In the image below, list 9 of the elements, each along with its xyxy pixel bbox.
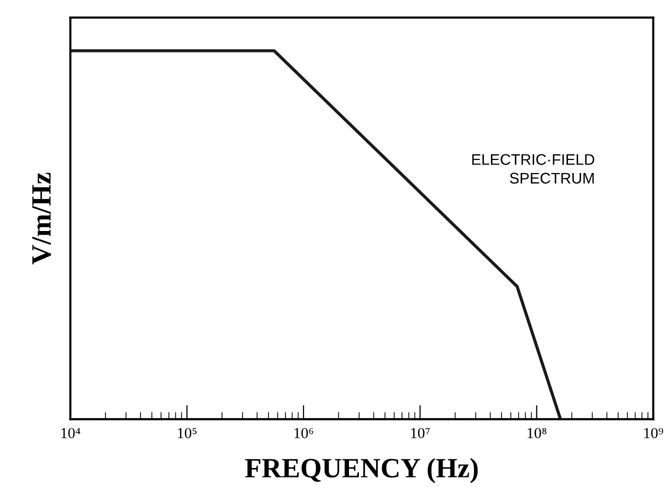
x-tick-label: 10⁷ [411,428,430,438]
x-tick-label: 10⁵ [178,428,196,438]
x-tick-label: 10⁸ [528,428,546,438]
x-tick-label: 10⁴ [61,428,80,438]
x-tick-label: 10⁹ [644,428,664,438]
annotation: ELECTRIC·FIELD SPECTRUM [472,154,594,184]
x-axis-title: FREQUENCY (Hz) [245,458,478,484]
x-tick-label: 10⁶ [294,428,314,438]
y-axis-title: V/m/Hz [32,172,51,264]
